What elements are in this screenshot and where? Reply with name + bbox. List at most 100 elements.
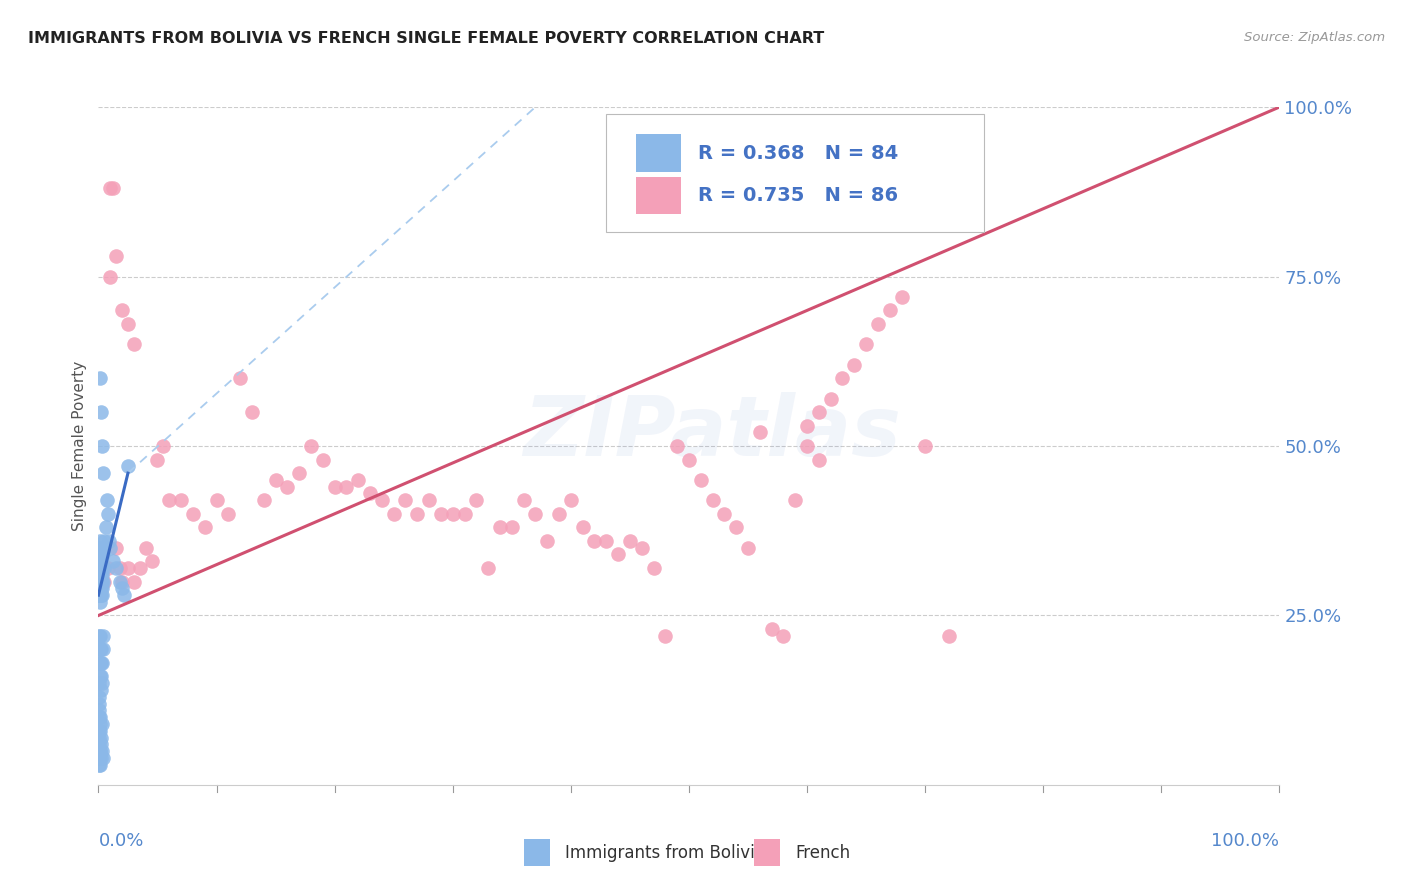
Point	[855, 337, 877, 351]
Point	[89, 723, 111, 738]
Text: R = 0.735   N = 86: R = 0.735 N = 86	[699, 186, 898, 204]
Point	[117, 459, 139, 474]
Point	[122, 337, 145, 351]
Point	[382, 507, 405, 521]
Point	[152, 439, 174, 453]
Point	[91, 567, 114, 582]
Point	[536, 533, 558, 548]
Point	[87, 676, 110, 690]
Point	[501, 520, 523, 534]
Point	[489, 520, 512, 534]
Point	[89, 744, 111, 758]
Point	[87, 697, 110, 711]
Text: R = 0.368   N = 84: R = 0.368 N = 84	[699, 144, 898, 162]
Point	[91, 582, 114, 596]
Point	[105, 561, 128, 575]
Point	[87, 737, 110, 751]
Point	[713, 507, 735, 521]
Point	[91, 588, 114, 602]
Point	[831, 371, 853, 385]
Point	[96, 493, 118, 508]
Point	[135, 541, 157, 555]
Text: IMMIGRANTS FROM BOLIVIA VS FRENCH SINGLE FEMALE POVERTY CORRELATION CHART: IMMIGRANTS FROM BOLIVIA VS FRENCH SINGLE…	[28, 31, 824, 46]
Point	[89, 669, 111, 683]
Point	[465, 493, 488, 508]
Point	[312, 452, 335, 467]
Point	[90, 751, 112, 765]
Point	[90, 588, 112, 602]
Point	[441, 507, 464, 521]
Point	[89, 588, 111, 602]
FancyBboxPatch shape	[523, 839, 550, 866]
Point	[938, 629, 960, 643]
Point	[89, 533, 111, 548]
Point	[87, 588, 110, 602]
Point	[91, 744, 114, 758]
Point	[117, 317, 139, 331]
Point	[583, 533, 606, 548]
Point	[87, 690, 110, 704]
Point	[90, 683, 112, 698]
Point	[117, 561, 139, 575]
Point	[879, 303, 901, 318]
Point	[87, 554, 110, 568]
Point	[406, 507, 429, 521]
Point	[87, 629, 110, 643]
Point	[87, 731, 110, 745]
Point	[170, 493, 193, 508]
Point	[276, 480, 298, 494]
Point	[678, 452, 700, 467]
Point	[146, 452, 169, 467]
Point	[666, 439, 689, 453]
Point	[90, 669, 112, 683]
Point	[89, 629, 111, 643]
Point	[205, 493, 228, 508]
Point	[91, 642, 114, 657]
Point	[890, 290, 912, 304]
Point	[89, 371, 111, 385]
Y-axis label: Single Female Poverty: Single Female Poverty	[72, 361, 87, 531]
Point	[141, 554, 163, 568]
Point	[89, 574, 111, 589]
Point	[807, 452, 830, 467]
Point	[98, 541, 121, 555]
Point	[91, 466, 114, 480]
Point	[524, 507, 547, 521]
Point	[359, 486, 381, 500]
Point	[725, 520, 748, 534]
Point	[90, 567, 112, 582]
Point	[101, 554, 124, 568]
Point	[91, 548, 114, 562]
Point	[643, 561, 665, 575]
Point	[89, 574, 111, 589]
Text: French: French	[796, 844, 851, 862]
Point	[844, 358, 866, 372]
Point	[90, 737, 112, 751]
Point	[619, 533, 641, 548]
Point	[264, 473, 287, 487]
Point	[90, 731, 112, 745]
Point	[90, 642, 112, 657]
Point	[108, 574, 131, 589]
FancyBboxPatch shape	[606, 114, 984, 233]
Point	[90, 554, 112, 568]
Point	[89, 656, 111, 670]
Point	[702, 493, 724, 508]
Point	[105, 249, 128, 263]
Point	[689, 473, 711, 487]
Point	[87, 582, 110, 596]
Point	[607, 548, 630, 562]
Text: Immigrants from Bolivia: Immigrants from Bolivia	[565, 844, 765, 862]
Point	[91, 717, 114, 731]
Text: 0.0%: 0.0%	[98, 832, 143, 850]
Point	[90, 405, 112, 419]
Point	[430, 507, 453, 521]
Point	[91, 439, 114, 453]
Point	[87, 642, 110, 657]
Point	[453, 507, 475, 521]
Point	[240, 405, 263, 419]
Point	[796, 418, 818, 433]
Point	[111, 303, 134, 318]
Point	[111, 574, 134, 589]
Point	[89, 595, 111, 609]
